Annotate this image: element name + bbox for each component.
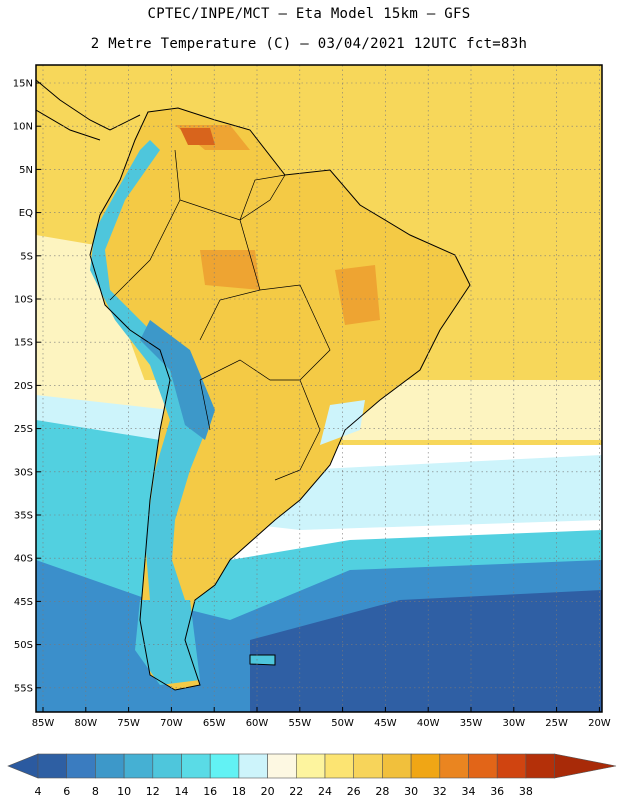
longitude-labels: 85W 80W 75W 70W 65W 60W 55W 50W 45W 40W 35W 30W 25W 2… [32,718,611,729]
lon-tick-label: 60W [246,718,269,729]
lat-tick-label: 25S [14,424,33,435]
colorbar-swatch [37,753,68,779]
lat-tick-label: 45S [14,597,33,608]
colorbar-label: 6 [63,785,70,798]
lon-tick-label: 40W [417,718,440,729]
colorbar-swatch [123,753,154,779]
colorbar-swatch [295,753,326,779]
colorbar-swatch [382,753,412,779]
lon-tick-label: 55W [288,718,311,729]
colorbar-label: 38 [519,785,533,798]
lat-tick-label: 55S [14,683,33,694]
southern-tip [135,600,200,685]
falklands-outline [249,654,276,666]
lat-tick-label: 40S [14,554,33,565]
lon-tick-label: 45W [374,718,397,729]
colorbar-label: 20 [261,785,275,798]
andes-band [90,140,210,600]
colorbar-swatch [324,753,355,779]
latitude-labels: 15N 10N 5N EQ 5S 10S 15S 20S 25S 30S 35S 40S 45S 50S 5… [13,79,33,695]
lat-tick-label: 5S [20,251,33,262]
andes-high [140,320,215,440]
colorbar-swatch [238,753,268,779]
lat-tick-label: 30S [14,467,33,478]
colorbar-swatch [267,753,297,779]
ocean-pacific-mild [36,235,150,395]
colorbar-label: 32 [433,785,447,798]
land-hot-center [335,265,380,325]
ocean-north-warm [36,65,602,175]
lon-tick-label: 35W [460,718,483,729]
lon-tick-label: 25W [545,718,568,729]
lat-tick-label: 10S [14,295,33,306]
lon-tick-label: 75W [117,718,140,729]
colorbar-label: 34 [462,785,476,798]
colorbar-label: 24 [318,785,332,798]
colorbar-label: 16 [203,785,217,798]
colorbar-swatch [353,753,383,779]
colorbar-label: 28 [375,785,389,798]
lat-tick-label: 35S [14,511,33,522]
lon-tick-label: 50W [331,718,354,729]
colorbar-min-arrow [7,753,39,779]
colorbar-swatch [95,753,125,779]
lon-tick-label: 70W [160,718,183,729]
colorbar-labels: 4 6 8 10 12 14 16 18 20 22 24 26 28 30 32 34 36 38 [35,785,533,798]
map-fields [36,65,602,712]
colorbar-swatch [468,753,498,779]
colorbar-label: 14 [175,785,189,798]
colorbar-swatch [209,753,240,779]
land-hot-west [200,250,260,290]
land-very-hot-zone [180,128,215,145]
colorbar-label: 22 [289,785,303,798]
colorbar-label: 30 [404,785,418,798]
colorbar-swatch [66,753,96,779]
continent-land [90,108,470,690]
colorbar-swatch [439,753,469,779]
lat-lon-grid [36,65,602,712]
colorbar-swatch [410,753,441,779]
colorbar-label: 36 [490,785,504,798]
coastline [89,107,471,691]
colorbar-label: 8 [92,785,99,798]
colorbar-label: 18 [232,785,246,798]
colorbar-swatch [525,753,555,779]
colorbar-max-arrow [554,753,617,779]
lat-tick-label: 5N [19,165,33,176]
falklands [250,655,275,665]
lat-tick-label: 50S [14,640,33,651]
chart-title-line2: 2 Metre Temperature (C) – 03/04/2021 12U… [90,36,528,52]
colorbar [7,753,617,779]
lat-tick-label: 15S [14,338,33,349]
lon-tick-label: 30W [502,718,525,729]
map-frame [35,64,603,713]
country-borders [109,149,331,481]
lat-tick-label: 10N [13,122,33,133]
lon-tick-label: 20W [588,718,611,729]
lat-tick-label: EQ [19,208,33,219]
colorbar-label: 12 [146,785,160,798]
lat-tick-label: 15N [13,79,33,90]
colorbar-swatch [496,753,527,779]
colorbar-swatch [152,753,182,779]
lon-tick-label: 80W [74,718,97,729]
colorbar-swatch [181,753,211,779]
colorbar-label: 10 [117,785,131,798]
brazil-coast-cool [320,400,365,445]
lat-tick-label: 20S [14,381,33,392]
central-america-coast [36,79,141,141]
colorbar-label: 4 [35,785,42,798]
colorbar-label: 26 [347,785,361,798]
lon-tick-label: 65W [203,718,226,729]
lon-tick-label: 85W [32,718,55,729]
chart-title-line1: CPTEC/INPE/MCT – Eta Model 15km – GFS [147,6,471,22]
